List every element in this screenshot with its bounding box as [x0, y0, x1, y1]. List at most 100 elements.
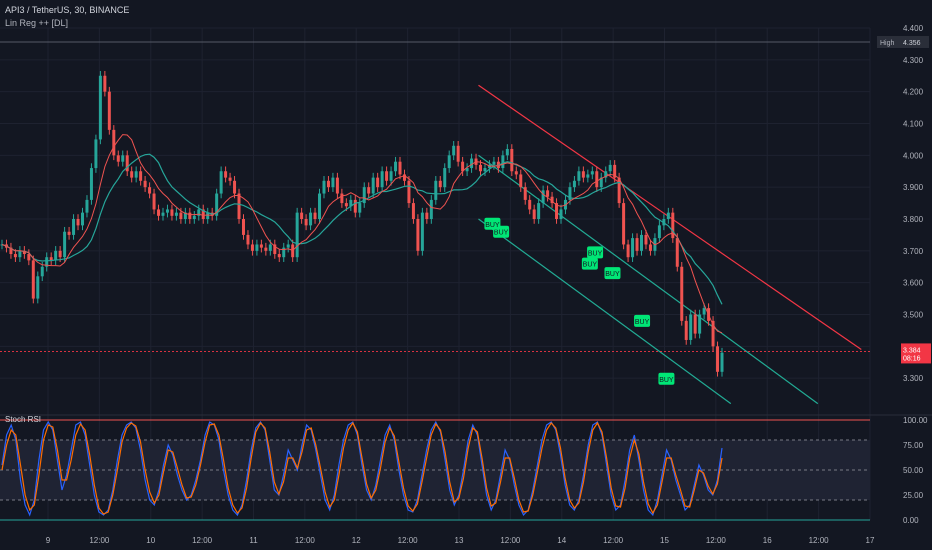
candle-body	[456, 145, 460, 162]
buy-label: BUY	[485, 222, 500, 229]
candle-body	[389, 171, 393, 181]
buy-badge	[634, 314, 651, 327]
candle-body	[608, 164, 612, 172]
candle-body	[206, 212, 210, 219]
candle-body	[107, 91, 111, 130]
candle-body	[344, 203, 348, 207]
candle-body	[349, 199, 353, 207]
candle-body	[121, 155, 125, 162]
candle-body	[716, 346, 720, 372]
lin-reg-channel	[0, 41, 870, 405]
candle-body	[380, 171, 384, 188]
candle-body	[358, 203, 362, 213]
time-axis-label: 12:00	[295, 536, 316, 545]
candle-body	[228, 177, 232, 181]
candle-body	[465, 168, 469, 172]
rsi-axis-label: 50.00	[903, 466, 924, 475]
candle-body	[273, 244, 277, 255]
candle-body	[470, 158, 474, 169]
candle-body	[241, 219, 245, 235]
candle-body	[130, 171, 134, 178]
price-axis-label: 3.600	[903, 279, 924, 288]
buy-label: BUY	[659, 377, 674, 384]
candle-body	[479, 164, 483, 172]
candle-body	[523, 187, 527, 200]
time-axis-label: 11	[249, 536, 258, 545]
candle-body	[18, 250, 22, 258]
candle-body	[286, 244, 290, 248]
candle-body	[577, 171, 581, 181]
candle-body	[331, 177, 335, 188]
candle-body	[304, 219, 308, 226]
high-badge-value: 4.356	[903, 40, 921, 47]
candle-body	[31, 260, 35, 299]
candle-body	[72, 219, 76, 235]
time-axis: 9 12:00 10 12:00 11 12:00 12 12:00 13 12:00 14 12:0…	[46, 536, 875, 545]
last-price-badge	[901, 343, 931, 364]
candle-body	[429, 199, 433, 219]
candle-body	[170, 209, 174, 216]
candle-body	[559, 209, 563, 219]
candle-body	[326, 180, 330, 188]
candle-body	[617, 177, 621, 204]
candle-body	[157, 209, 161, 216]
high-badge-label: High	[880, 40, 895, 47]
candle-body	[698, 314, 702, 334]
candle-body	[376, 177, 380, 188]
candle-body	[586, 174, 590, 178]
candle-body	[300, 212, 304, 219]
price-axis-label: 3.900	[903, 183, 924, 192]
candle-body	[434, 180, 438, 200]
channel-mid-line	[478, 154, 819, 405]
candle-body	[103, 75, 107, 92]
candle-body	[13, 254, 17, 258]
candle-body	[492, 161, 496, 165]
candle-body	[148, 187, 152, 194]
candle-body	[546, 190, 550, 197]
price-axis-label: 4.000	[903, 151, 924, 160]
buy-badge	[587, 246, 604, 259]
candle-body	[139, 171, 143, 181]
stoch-rsi-pane	[0, 419, 870, 521]
candle-body	[322, 180, 326, 194]
candle-body	[666, 212, 670, 219]
price-axis-label: 3.300	[903, 374, 924, 383]
candle-body	[420, 212, 424, 251]
price-axis-label: 3.800	[903, 215, 924, 224]
candle-body	[313, 212, 317, 219]
candle-body	[255, 244, 259, 251]
buy-label: BUY	[583, 262, 598, 269]
candle-body	[89, 168, 93, 200]
candle-body	[702, 308, 706, 315]
candle-body	[402, 174, 406, 181]
candle-body	[555, 203, 559, 219]
candle-body	[510, 148, 514, 172]
rsi-axis-label: 100.00	[903, 416, 928, 425]
time-axis-label: 13	[455, 536, 464, 545]
candle-body	[174, 212, 178, 216]
candle-body	[519, 174, 523, 188]
time-axis-label: 12:00	[706, 536, 727, 545]
price-axis-label: 3.500	[903, 311, 924, 320]
time-axis-label: 12:00	[89, 536, 110, 545]
candle-body	[219, 171, 223, 194]
stoch-d-line	[1, 421, 723, 515]
candle-body	[622, 203, 626, 245]
candle-body	[277, 254, 281, 258]
candle-body	[689, 314, 693, 340]
candle-body	[125, 155, 129, 172]
candle-body	[680, 266, 684, 321]
candle-body	[9, 247, 13, 255]
price-axis-label: 4.200	[903, 88, 924, 97]
candle-body	[295, 212, 299, 258]
indicator-legend: Lin Reg ++ [DL]	[5, 18, 69, 28]
candle-body	[67, 231, 71, 235]
candle-body	[595, 171, 599, 188]
candle-body	[398, 161, 402, 175]
candle-body	[644, 234, 648, 245]
candle-body	[143, 180, 147, 188]
candle-body	[80, 212, 84, 226]
time-axis-label: 9	[46, 536, 51, 545]
candle-body	[425, 212, 429, 219]
